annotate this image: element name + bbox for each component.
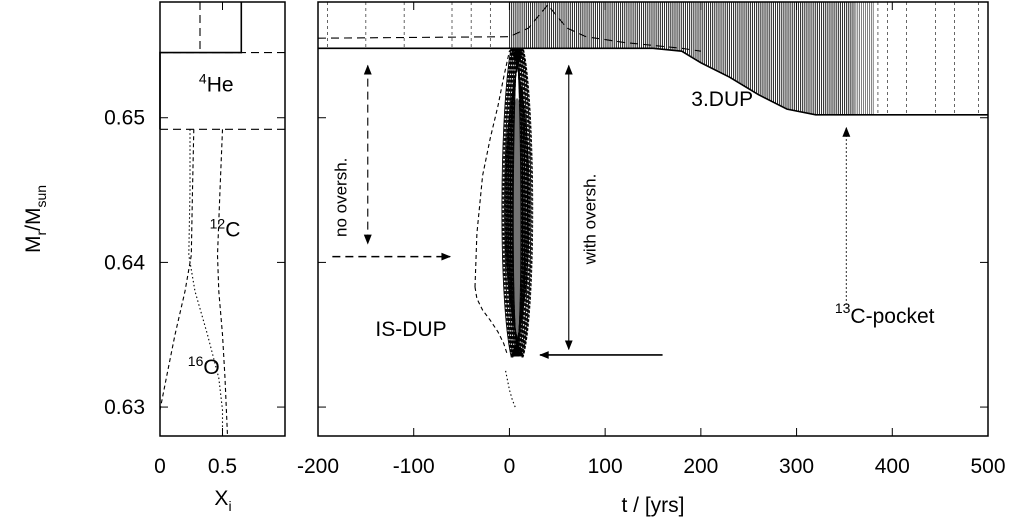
pulse-convective-zone [501,48,534,359]
series-pulse-envelope-left [474,46,514,288]
y-tick-label: 0.64 [104,251,145,274]
x-tick-label: 400 [875,455,910,478]
y-tick-label: 0.63 [104,396,145,419]
kippenhahn-panel: -200 -100 0 100 200 300 400 500 no oversh. with … [297,1,1006,478]
x-tick-label: -100 [393,455,435,478]
annotation-o16: 16O [188,353,220,379]
kippenhahn-panel-frame [317,1,989,437]
series-convective-envelope-edge [317,4,701,52]
series-o16-profile [188,129,224,436]
annotation-with-oversh: with oversh. [581,174,600,266]
pulse-loop [504,48,534,358]
pulse-loop [506,48,531,359]
pulse-core-shade [508,98,527,347]
abundance-panel: 0 0.5 0.63 0.64 0.65 4He 12C 16O [104,1,988,478]
series-pulse-tail [505,370,516,408]
abundance-annotations: 4He 12C 16O [188,71,241,379]
pulse-loop [503,48,529,358]
pulse-loop [506,48,530,359]
series-he4-profile [159,2,243,130]
annotation-c13-pocket: 13C-pocket [835,300,935,328]
mass-axis-label: Mr/Msun [22,185,49,253]
annotation-c12: 12C [210,215,241,241]
series-c12-upper [216,129,229,437]
x-tick-label: 100 [588,455,623,478]
time-axis-label: t / [yrs] [622,494,685,517]
kippenhahn-annotations: no oversh. with oversh. IS-DUP 3.DUP 13C-poc… [332,88,935,341]
time-axis-ticks: -200 -100 0 100 200 300 400 500 [297,2,1006,478]
x-tick-label: 0.5 [208,455,237,478]
pulse-loop [505,48,527,359]
series-pulse-envelope-lower [474,286,509,356]
x-tick-label: 300 [779,455,814,478]
series-c12-profile [159,129,195,411]
x-tick-label: -200 [297,455,339,478]
annotation-is-dup: IS-DUP [375,318,446,341]
y-tick-label: 0.65 [104,107,145,130]
overshoot-arrows [332,64,851,359]
x-tick-label: 0 [504,455,516,478]
abundance-axis-label: Xi [214,487,231,514]
x-tick-label: 500 [970,455,1005,478]
series-h-free-core-boundary [318,47,988,116]
annotation-no-oversh: no oversh. [332,158,351,237]
x-tick-label: 0 [154,455,166,478]
kippenhahn-boundaries [317,4,988,408]
pulse-loop [505,48,532,358]
convective-envelope-hatching [327,2,979,115]
x-tick-label: 200 [683,455,718,478]
abundance-axis-ticks: 0 0.5 0.63 0.64 0.65 [104,2,988,478]
pulse-loop [504,48,533,358]
pulse-loop [501,48,530,358]
annotation-third-dup: 3.DUP [691,88,753,111]
pulse-loop [504,48,528,359]
annotation-he4: 4He [199,71,234,97]
